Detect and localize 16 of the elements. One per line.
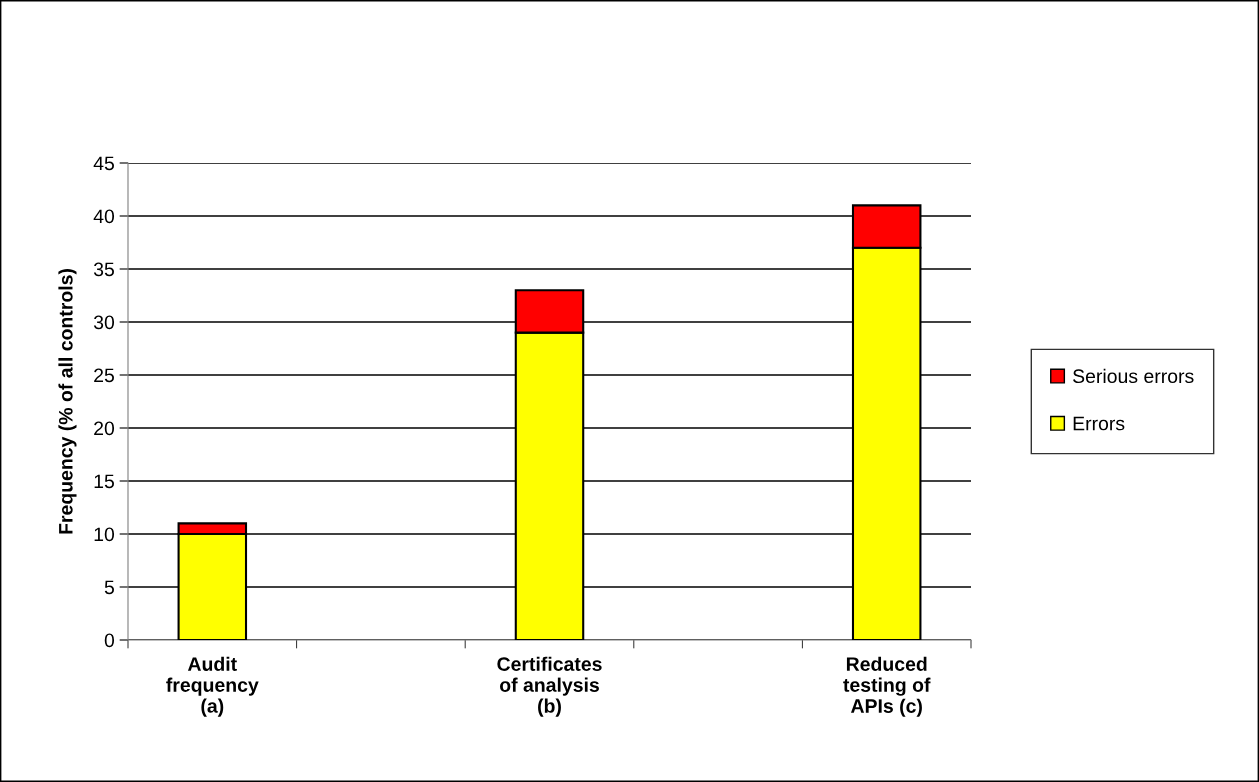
y-tick-label: 35 xyxy=(93,262,114,277)
y-tick-label: 45 xyxy=(93,156,114,171)
legend-label: Serious errors xyxy=(1073,368,1194,384)
y-tick-label: 40 xyxy=(93,209,115,224)
y-tick-label: 20 xyxy=(94,421,115,436)
y-tick-label: 15 xyxy=(94,474,114,489)
legend-label: Errors xyxy=(1073,416,1125,431)
x-tick-label: Audit frequency (a) xyxy=(166,656,259,717)
y-tick-label: 25 xyxy=(94,368,114,383)
y-tick-label: 10 xyxy=(94,527,115,542)
y-tick-label: 30 xyxy=(93,315,115,330)
x-tick-label: Certificates of analysis (b) xyxy=(497,656,602,717)
x-tick-label: Reduced testing of APIs (c) xyxy=(843,656,931,717)
y-tick-label: 0 xyxy=(104,633,115,648)
y-axis-title: Frequency (% of all controls) xyxy=(58,269,77,534)
y-tick-label: 5 xyxy=(104,580,114,595)
